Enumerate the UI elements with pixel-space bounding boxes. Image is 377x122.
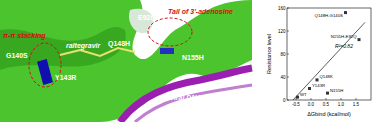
- y-tick-label: 120: [278, 29, 286, 34]
- structure-label: Y143R: [55, 74, 76, 81]
- raltegravir-ligand: [60, 48, 135, 56]
- y-tick-label: 160: [278, 6, 286, 11]
- y-tick-label: 40: [280, 75, 286, 80]
- point-label: WT: [300, 92, 307, 97]
- x-tick: [356, 98, 357, 100]
- point-label: N155H-E92Q: [331, 34, 357, 39]
- x-tick-label: -0.5: [292, 102, 300, 107]
- structure-label: E92Q: [138, 14, 156, 22]
- circle: [148, 18, 192, 46]
- adenosine: [160, 48, 174, 54]
- dna-strand: [135, 85, 252, 122]
- x-axis-title: ΔGbind (kcal/mol): [307, 111, 351, 117]
- point: [358, 38, 361, 41]
- point-label: Q148H-G140S: [315, 13, 344, 18]
- y143r-residue: [37, 59, 53, 85]
- figure: E92Q Tail of 3'-adenosine Q148H N155H ralteg…: [0, 0, 377, 122]
- point: [326, 92, 329, 95]
- marks: [293, 11, 365, 100]
- viral-dna: [120, 68, 252, 122]
- point-label: N155H: [330, 88, 343, 93]
- structure-panel: E92Q Tail of 3'-adenosine Q148H N155H ralteg…: [0, 0, 252, 122]
- structure-label: raltegravir: [66, 42, 102, 50]
- x-tick-label: 1.0: [338, 102, 345, 107]
- fit-line: [293, 22, 365, 100]
- x-tick: [311, 98, 312, 100]
- y-tick: [287, 54, 289, 55]
- y-tick: [287, 8, 289, 9]
- point-label: Q148K: [320, 74, 334, 79]
- x-tick-label: 0.0: [308, 102, 315, 107]
- protein-surface: [0, 0, 252, 122]
- point-labels: WT Y143R Q148K N155H Q148H-G140S N155H-E92Q: [300, 13, 357, 97]
- protein-groove: [0, 27, 126, 70]
- structure-label: viral DNA: [170, 94, 202, 101]
- point: [344, 11, 347, 14]
- structure-label: Tail of 3'-adenosine: [168, 8, 233, 15]
- y-axis-title: Resistance level: [266, 34, 272, 74]
- x-tick-label: 1.5: [353, 102, 360, 107]
- point-label: Y143R: [312, 83, 325, 88]
- structure-label: G140S: [6, 52, 28, 59]
- y-tick: [287, 31, 289, 32]
- x-tick-label: 0.5: [323, 102, 330, 107]
- x-tick: [326, 98, 327, 100]
- y-tick: [287, 100, 289, 101]
- r2-annotation: R²=0.82: [335, 43, 353, 49]
- structure-label: Q148H: [108, 40, 130, 48]
- point: [308, 87, 311, 90]
- plot-frame: [287, 8, 371, 100]
- structure-label: π-π stacking: [3, 32, 46, 40]
- panel-bg: [0, 0, 252, 122]
- chart: -0.5 0.0 0.5 1.0 1.5 0 40 80 120 160 ΔGbind (kcal/…: [266, 6, 371, 117]
- point: [316, 78, 319, 81]
- structure-label: N155H: [182, 54, 204, 61]
- y-tick-label: 80: [280, 52, 286, 57]
- x-tick: [341, 98, 342, 100]
- y-tick: [287, 77, 289, 78]
- y-tick-label: 0: [283, 98, 286, 103]
